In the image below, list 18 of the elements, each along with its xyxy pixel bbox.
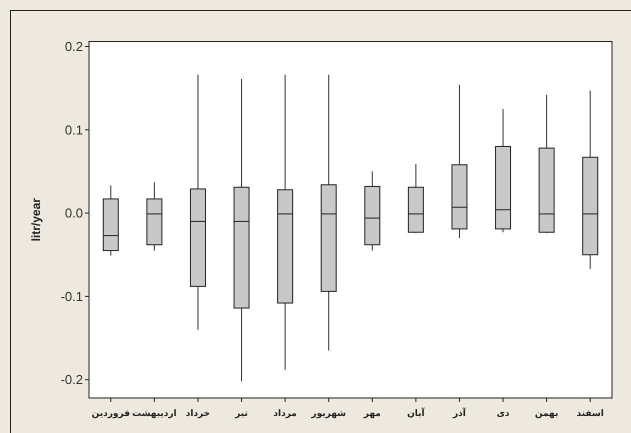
y-tick-label: 0.0 [64,206,83,221]
x-tick-label: آبان [407,407,426,418]
x-tick-label: آذر [452,407,467,419]
x-tick-label: شهریور [310,408,346,419]
x-tick-label: تیر [234,408,248,419]
x-tick-label: فروردین [92,408,130,419]
x-tick-label: مهر [362,408,381,419]
x-tick-label: خرداد [186,408,210,419]
y-tick-label: -0.1 [60,288,83,304]
x-tick-label: بهمن [534,408,558,419]
y-tick-label: 0.2 [64,39,83,54]
x-tick-label: مرداد [273,408,297,419]
y-tick-label: 0.1 [64,122,83,138]
x-tick-label: دی [496,408,510,418]
x-tick-label: اردیبهشت [132,408,177,419]
y-tick-label: -0.2 [60,372,83,388]
y-axis-title: litr/year [29,198,43,242]
x-tick-label: اسفند [576,408,604,418]
